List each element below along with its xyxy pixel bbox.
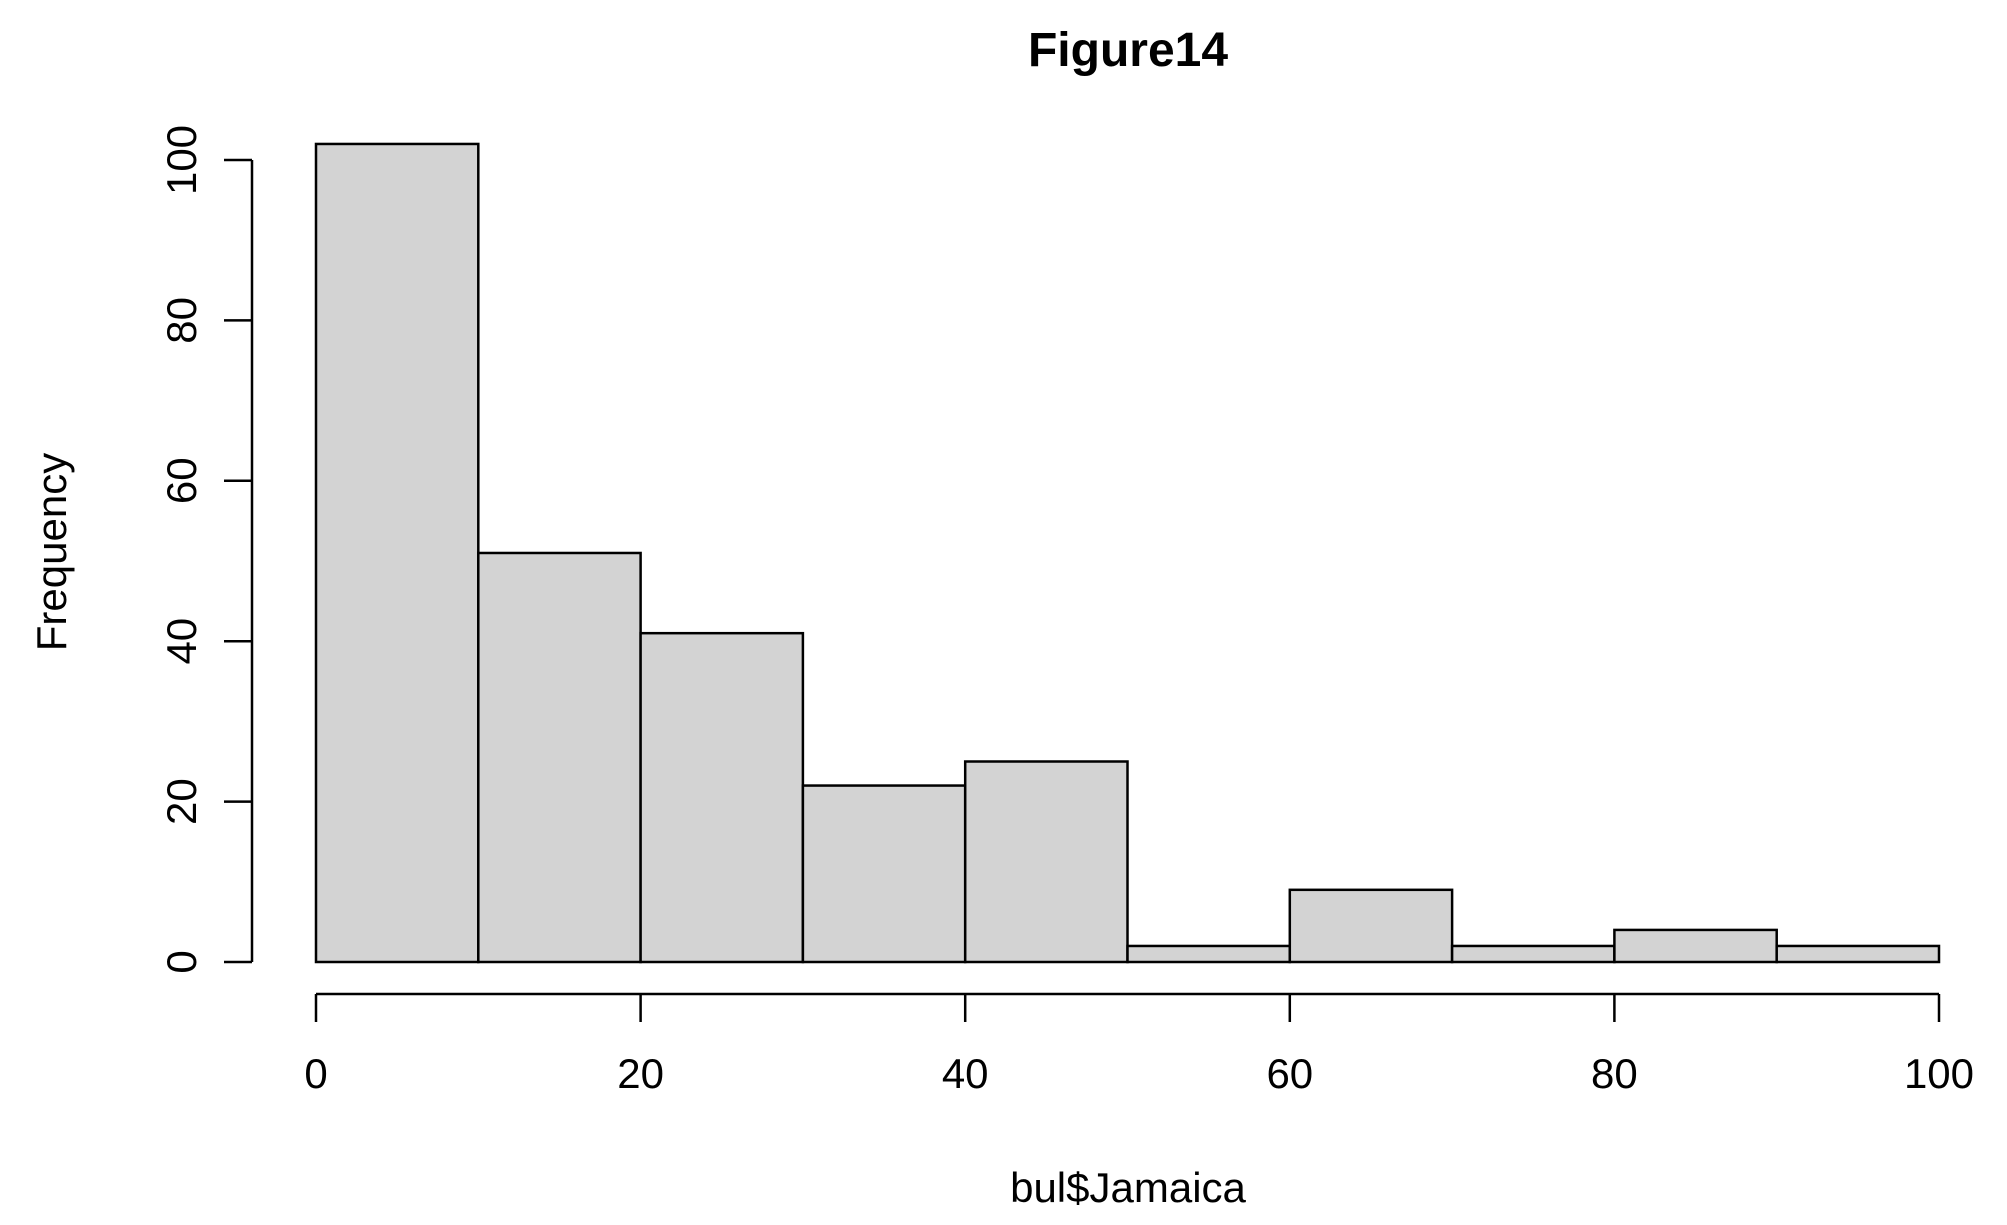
y-tick-label: 60 xyxy=(158,457,205,504)
x-tick-label: 100 xyxy=(1904,1050,1974,1097)
chart-title: Figure14 xyxy=(1028,24,1228,77)
bar-9 xyxy=(1775,944,1941,964)
y-tick-label: 20 xyxy=(158,778,205,825)
x-tick-label: 0 xyxy=(304,1050,327,1097)
y-tick-label: 0 xyxy=(158,950,205,973)
bar-4 xyxy=(963,760,1129,964)
bar-2 xyxy=(639,631,805,964)
y-tick-label: 40 xyxy=(158,618,205,665)
x-axis-label: bul$Jamaica xyxy=(1010,1164,1246,1211)
bar-0 xyxy=(314,142,480,964)
x-tick-label: 20 xyxy=(617,1050,664,1097)
x-axis: 0 20 40 60 80 100 xyxy=(304,992,1974,1097)
x-tick-label: 80 xyxy=(1591,1050,1638,1097)
y-tick-label: 100 xyxy=(158,125,205,195)
bar-7 xyxy=(1450,944,1616,964)
bar-8 xyxy=(1613,928,1778,964)
y-axis-label: Frequency xyxy=(28,453,75,651)
y-tick-label: 80 xyxy=(158,297,205,344)
bar-6 xyxy=(1288,888,1454,964)
y-axis: 0 20 40 60 80 100 xyxy=(158,125,254,974)
bar-5 xyxy=(1126,944,1292,964)
bar-3 xyxy=(801,784,967,964)
x-tick-label: 40 xyxy=(942,1050,989,1097)
bar-1 xyxy=(477,551,642,964)
bars-group xyxy=(314,142,1941,964)
x-tick-label: 60 xyxy=(1266,1050,1313,1097)
